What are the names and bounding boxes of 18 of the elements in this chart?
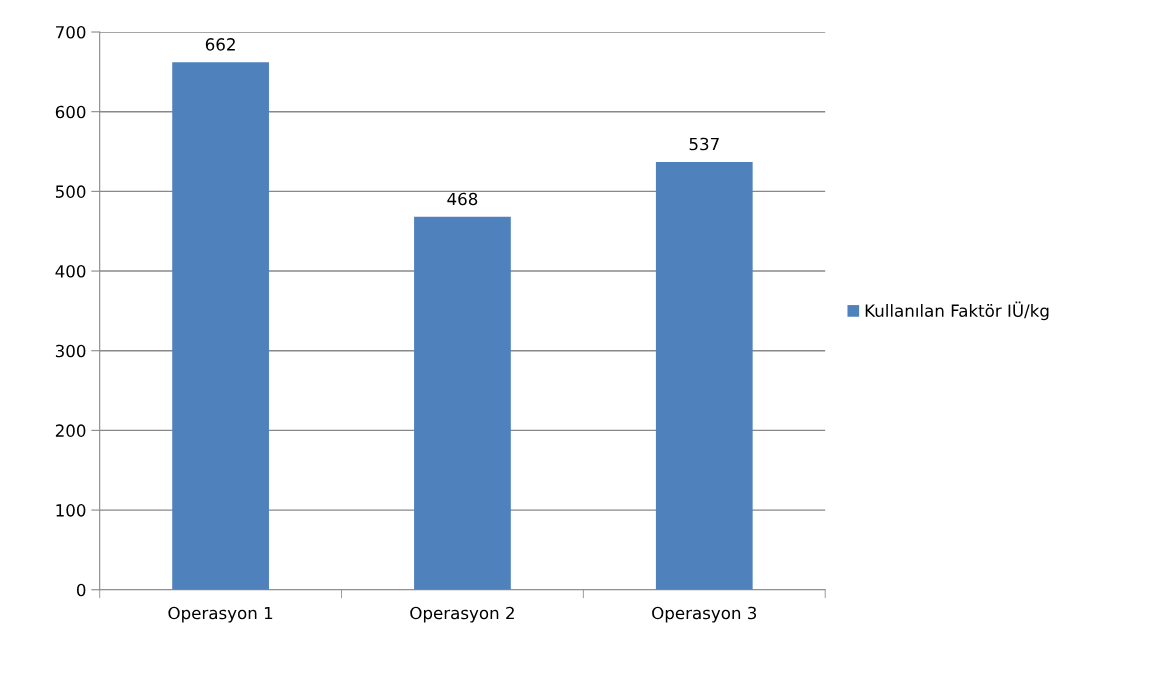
x-tick-label: Operasyon 1 xyxy=(168,606,273,623)
legend-label: Kullanılan Faktör IÜ/kg xyxy=(865,301,1049,321)
data-label: 537 xyxy=(689,137,719,151)
y-tick-label: 100 xyxy=(56,504,86,517)
y-tick-label: 600 xyxy=(55,105,86,119)
y-tick-label: 0 xyxy=(76,583,86,597)
y-tick-label: 300 xyxy=(55,344,86,358)
bar xyxy=(414,216,511,590)
y-tick-label: 500 xyxy=(55,185,86,198)
data-label: 468 xyxy=(447,192,478,206)
x-tick-label: Operasyon 3 xyxy=(652,606,757,623)
x-tick-label: Operasyon 2 xyxy=(410,606,514,623)
y-tick-label: 700 xyxy=(56,25,86,39)
y-tick-label: 200 xyxy=(55,424,86,437)
bar xyxy=(172,62,269,590)
bar xyxy=(655,161,753,590)
y-tick-label: 400 xyxy=(55,265,86,278)
data-label: 662 xyxy=(205,38,235,51)
